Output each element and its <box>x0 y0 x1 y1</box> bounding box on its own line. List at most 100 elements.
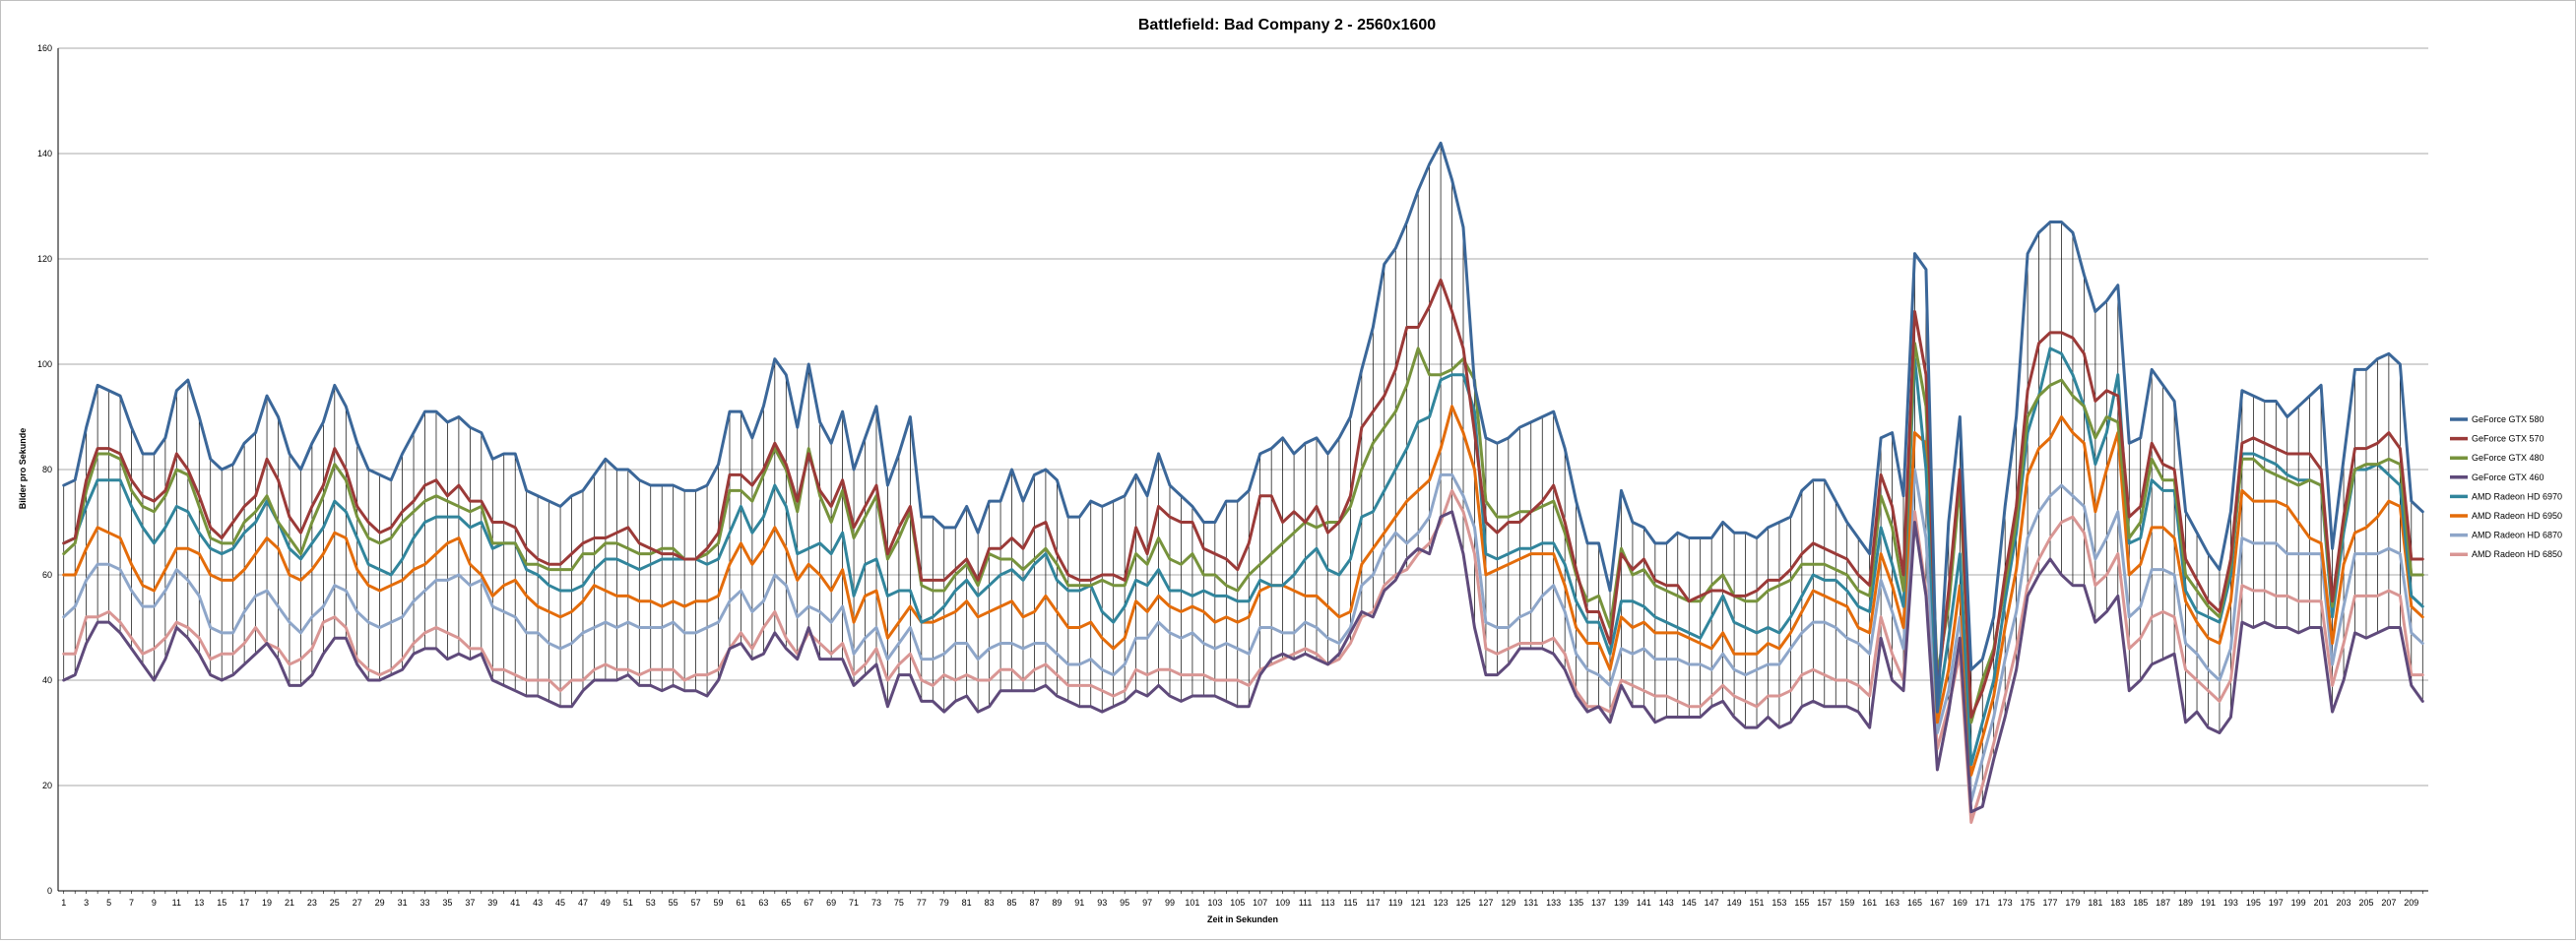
gridlines <box>58 47 2428 787</box>
y-tick-label: 80 <box>42 465 52 474</box>
x-tick-label: 93 <box>1097 898 1107 908</box>
x-tick-label: 5 <box>106 898 111 908</box>
x-tick-label: 127 <box>1478 898 1493 908</box>
x-tick-label: 3 <box>84 898 89 908</box>
x-tick-label: 147 <box>1705 898 1719 908</box>
x-tick-label: 175 <box>2021 898 2035 908</box>
x-tick-label: 89 <box>1052 898 1062 908</box>
y-tick-label: 160 <box>37 43 52 53</box>
legend: GeForce GTX 580 GeForce GTX 570 GeForce GT… <box>2450 414 2562 559</box>
x-tick-label: 201 <box>2314 898 2329 908</box>
x-tick-label: 85 <box>1007 898 1017 908</box>
x-tick-label: 81 <box>962 898 972 908</box>
x-tick-label: 195 <box>2246 898 2261 908</box>
x-tick-label: 113 <box>1320 898 1334 908</box>
x-tick-label: 187 <box>2156 898 2170 908</box>
x-tick-label: 119 <box>1388 898 1402 908</box>
series-line-7 <box>62 468 2424 803</box>
x-tick-label: 169 <box>1953 898 1967 908</box>
series-line-4 <box>62 510 2424 814</box>
x-tick-label: 105 <box>1230 898 1245 908</box>
x-tick-label: 149 <box>1727 898 1742 908</box>
x-tick-label: 1 <box>61 898 66 908</box>
x-tick-label: 11 <box>172 898 181 908</box>
x-tick-label: 51 <box>623 898 633 908</box>
x-tick-label: 139 <box>1614 898 1629 908</box>
x-tick-label: 153 <box>1771 898 1786 908</box>
x-tick-label: 157 <box>1817 898 1832 908</box>
y-tick-label: 0 <box>47 886 52 896</box>
x-tick-label: 63 <box>758 898 768 908</box>
chart-title: Battlefield: Bad Company 2 - 2560x1600 <box>1138 17 1436 33</box>
legend-entry: GeForce GTX 460 <box>2472 472 2544 482</box>
legend-entry: AMD Radeon HD 6950 <box>2472 511 2562 521</box>
y-tick-label: 40 <box>42 675 52 685</box>
x-tick-label: 183 <box>2110 898 2125 908</box>
x-tick-label: 7 <box>129 898 134 908</box>
series-line-3 <box>62 342 2424 724</box>
x-tick-label: 31 <box>398 898 408 908</box>
x-tick-label: 185 <box>2133 898 2148 908</box>
x-tick-label: 173 <box>1998 898 2013 908</box>
x-tick-label: 151 <box>1750 898 1765 908</box>
x-tick-label: 193 <box>2223 898 2238 908</box>
x-tick-label: 47 <box>578 898 588 908</box>
x-tick-label: 141 <box>1637 898 1651 908</box>
x-tick-label: 25 <box>330 898 340 908</box>
x-tick-label: 99 <box>1165 898 1175 908</box>
x-tick-label: 203 <box>2337 898 2351 908</box>
x-tick-label: 205 <box>2358 898 2373 908</box>
x-tick-label: 45 <box>555 898 565 908</box>
x-tick-label: 181 <box>2088 898 2102 908</box>
x-tick-label: 57 <box>691 898 701 908</box>
x-tick-labels: 1 3 5 7 9 11 13 15 17 19 21 23 25 27 29 31 33 35 37 39 41 43 4… <box>61 898 2418 908</box>
x-tick-label: 65 <box>781 898 791 908</box>
series-lines <box>62 141 2424 824</box>
x-tick-label: 135 <box>1569 898 1583 908</box>
y-axis-title: Bilder pro Sekunde <box>18 428 28 510</box>
legend-entry: AMD Radeon HD 6870 <box>2472 531 2562 540</box>
y-tick-label: 20 <box>42 781 52 790</box>
x-tick-label: 131 <box>1523 898 1538 908</box>
x-tick-label: 129 <box>1501 898 1515 908</box>
x-tick-label: 9 <box>152 898 157 908</box>
x-tick-label: 27 <box>353 898 362 908</box>
x-tick-label: 199 <box>2291 898 2306 908</box>
x-tick-label: 121 <box>1411 898 1426 908</box>
x-tick-label: 41 <box>510 898 520 908</box>
x-tick-label: 67 <box>804 898 813 908</box>
x-tick-label: 115 <box>1343 898 1357 908</box>
x-tick-label: 103 <box>1207 898 1222 908</box>
x-tick-label: 117 <box>1366 898 1380 908</box>
legend-entry: AMD Radeon HD 6970 <box>2472 491 2562 501</box>
x-tick-label: 125 <box>1455 898 1470 908</box>
axes <box>57 48 2428 894</box>
x-tick-label: 35 <box>442 898 452 908</box>
x-tick-label: 87 <box>1029 898 1039 908</box>
x-tick-label: 39 <box>487 898 497 908</box>
y-tick-labels: 0 20 40 60 80 100 120 140 160 <box>37 43 52 896</box>
series-line-6 <box>62 405 2424 777</box>
x-tick-label: 163 <box>1885 898 1900 908</box>
x-tick-label: 55 <box>669 898 678 908</box>
x-tick-label: 165 <box>1907 898 1922 908</box>
series-line-8 <box>62 488 2424 824</box>
x-tick-label: 21 <box>285 898 294 908</box>
y-tick-label: 100 <box>37 359 52 369</box>
series-line-5 <box>62 346 2424 767</box>
y-tick-label: 60 <box>42 570 52 580</box>
x-tick-label: 107 <box>1253 898 1267 908</box>
x-tick-label: 177 <box>2043 898 2058 908</box>
drop-lines <box>63 143 2423 823</box>
x-tick-label: 111 <box>1299 898 1313 908</box>
y-tick-label: 140 <box>37 149 52 158</box>
x-tick-label: 71 <box>849 898 859 908</box>
x-tick-label: 97 <box>1142 898 1152 908</box>
x-tick-label: 101 <box>1185 898 1199 908</box>
x-tick-label: 189 <box>2178 898 2193 908</box>
x-tick-label: 29 <box>375 898 385 908</box>
x-tick-label: 209 <box>2404 898 2418 908</box>
x-axis-title: Zeit in Sekunden <box>1207 914 1278 924</box>
x-tick-label: 179 <box>2065 898 2080 908</box>
